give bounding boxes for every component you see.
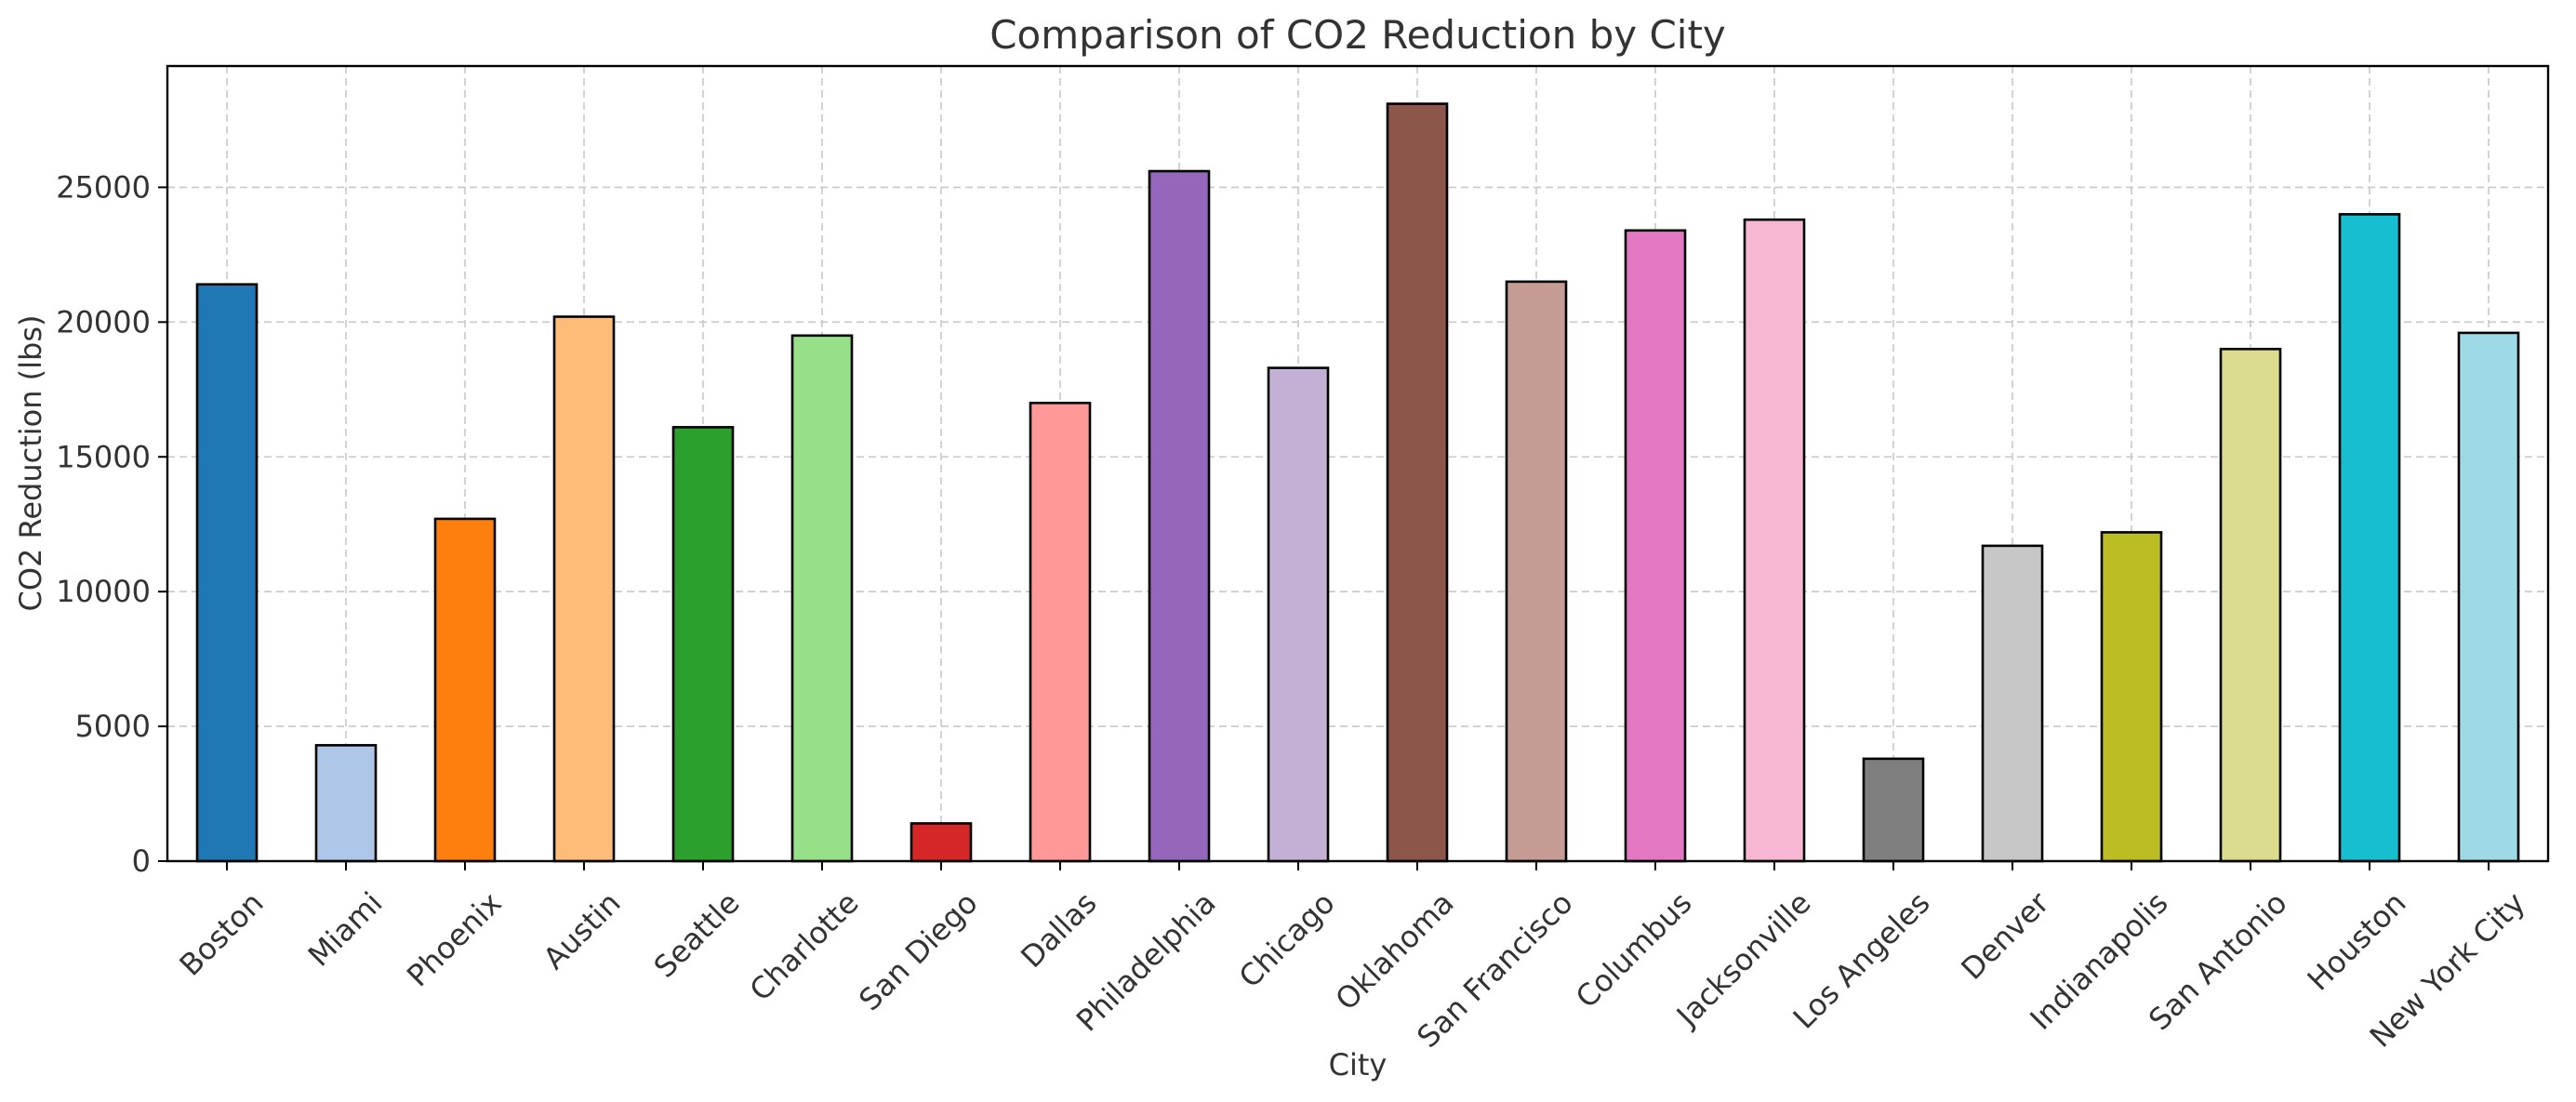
plot-frame — [166, 64, 2550, 863]
y-axis-label: CO2 Reduction (lbs) — [13, 314, 48, 611]
x-tick-label: Charlotte — [743, 885, 866, 1008]
y-tick-label: 5000 — [75, 709, 151, 744]
bar-oklahoma — [1386, 102, 1449, 863]
bar-dallas — [1029, 401, 1092, 863]
bar-layer — [195, 102, 2520, 863]
x-tick-label: Seattle — [647, 885, 747, 985]
bar-seattle — [671, 426, 735, 863]
bar-jacksonville — [1743, 218, 1806, 863]
bar-denver — [1981, 544, 2044, 863]
chart-title: Comparison of CO2 Reduction by City — [989, 12, 1726, 58]
y-tick-label: 15000 — [56, 439, 151, 474]
x-tick-label: Miami — [301, 885, 390, 974]
x-tick-label: Denver — [1954, 884, 2056, 987]
bar-phoenix — [433, 517, 497, 863]
bar-san-francisco — [1505, 280, 1568, 863]
bar-philadelphia — [1148, 169, 1211, 863]
bar-austin — [552, 315, 616, 863]
x-tick-label: Houston — [2301, 885, 2413, 998]
x-axis-label: City — [1329, 1047, 1388, 1082]
x-tick-label: Columbus — [1569, 885, 1699, 1016]
x-tick-label: Oklahoma — [1329, 885, 1461, 1017]
y-tick-label: 20000 — [56, 304, 151, 339]
x-tick-label: Dallas — [1014, 885, 1103, 975]
bar-charlotte — [790, 334, 854, 863]
bar-los-angeles — [1862, 757, 1925, 863]
y-tick-label: 10000 — [56, 574, 151, 609]
bar-san-diego — [910, 822, 973, 863]
bar-houston — [2338, 213, 2401, 863]
y-tick-label: 25000 — [56, 169, 151, 205]
grid-layer — [167, 66, 2548, 861]
bar-indianapolis — [2100, 531, 2163, 863]
x-tick-label: Chicago — [1232, 885, 1342, 995]
bar-san-antonio — [2219, 348, 2282, 863]
x-tick-label: San Diego — [852, 885, 984, 1017]
bar-new-york-city — [2457, 331, 2520, 863]
bar-chicago — [1267, 366, 1330, 863]
x-tick-label: Boston — [173, 885, 271, 983]
bar-boston — [195, 283, 259, 863]
x-tick-label: Phoenix — [400, 885, 509, 994]
bar-miami — [314, 744, 378, 863]
y-tick-label: 0 — [132, 843, 151, 879]
bar-columbus — [1624, 229, 1687, 863]
x-tick-label: Austin — [537, 885, 628, 976]
